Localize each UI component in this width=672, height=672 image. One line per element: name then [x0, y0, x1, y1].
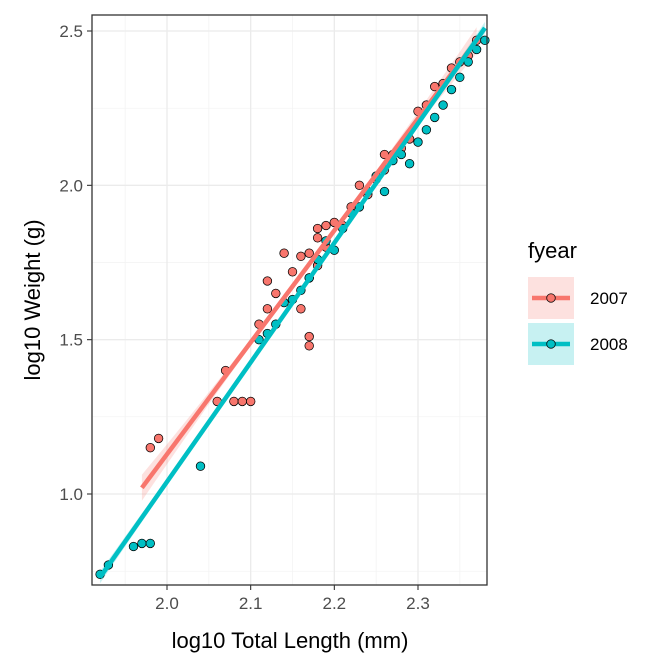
data-point-2007 — [262, 276, 273, 286]
y-tick-label: 1.0 — [59, 485, 83, 504]
data-point-2007 — [279, 248, 289, 258]
major-gridlines — [92, 15, 487, 585]
legend-label: 2008 — [590, 335, 628, 354]
data-point-2007 — [271, 288, 281, 299]
regression-line-2008 — [98, 26, 487, 579]
x-axis-title: log10 Total Length (mm) — [172, 628, 409, 653]
y-tick-label: 2.0 — [59, 176, 83, 195]
data-point-2007 — [430, 81, 440, 92]
x-tick-label: 2.1 — [239, 594, 263, 613]
legend-key-point — [546, 293, 556, 303]
data-point-2007 — [287, 267, 298, 277]
data-point-2007 — [229, 396, 239, 407]
data-point-2008 — [413, 137, 423, 147]
panel-border — [91, 14, 488, 586]
data-point-2007 — [145, 443, 155, 453]
data-point-2007 — [321, 220, 331, 231]
data-point-2008 — [379, 186, 390, 197]
y-axis-ticks: 1.0 1.5 2.0 2.5 — [59, 22, 92, 504]
x-tick-label: 2.3 — [406, 594, 430, 613]
y-tick-label: 1.5 — [59, 331, 83, 350]
data-point-2007 — [296, 304, 306, 314]
data-point-2008 — [463, 57, 473, 67]
legend-key-point — [546, 339, 556, 349]
data-point-2007 — [237, 396, 247, 407]
x-tick-label: 2.0 — [155, 594, 179, 613]
data-point-2008 — [137, 538, 147, 549]
data-point-2008 — [480, 35, 490, 45]
y-axis-title: log10 Weight (g) — [20, 219, 45, 380]
legend-label: 2007 — [590, 289, 628, 308]
data-point-2007 — [296, 251, 306, 261]
data-point-2008 — [438, 100, 448, 110]
data-point-2008 — [455, 72, 465, 82]
y-tick-label: 2.5 — [59, 22, 83, 41]
data-point-2008 — [128, 541, 139, 552]
data-point-2007 — [246, 396, 256, 407]
data-point-2008 — [446, 84, 457, 95]
data-point-2007 — [312, 233, 323, 243]
data-point-2007 — [153, 433, 164, 444]
data-point-2008 — [145, 538, 155, 549]
legend-item-2008: 2008 — [528, 323, 628, 365]
legend: fyear 2007 2008 — [528, 238, 628, 365]
plot-border — [91, 14, 488, 586]
regression-line-2007 — [140, 38, 479, 490]
data-point-2007 — [354, 180, 365, 190]
x-axis-ticks: 2.0 2.1 2.2 2.3 — [155, 585, 430, 613]
legend-title: fyear — [528, 238, 577, 263]
data-point-2007 — [304, 248, 314, 258]
legend-item-2007: 2007 — [528, 277, 628, 319]
data-point-2008 — [404, 159, 415, 169]
x-tick-label: 2.2 — [323, 594, 347, 613]
data-point-2007 — [304, 341, 314, 351]
data-point-2007 — [312, 223, 323, 234]
data-point-2008 — [421, 125, 432, 135]
data-point-2007 — [304, 331, 314, 342]
regression-lines — [98, 26, 487, 579]
data-point-2008 — [430, 112, 440, 123]
data-point-2008 — [195, 461, 206, 471]
data-point-2007 — [262, 304, 273, 314]
